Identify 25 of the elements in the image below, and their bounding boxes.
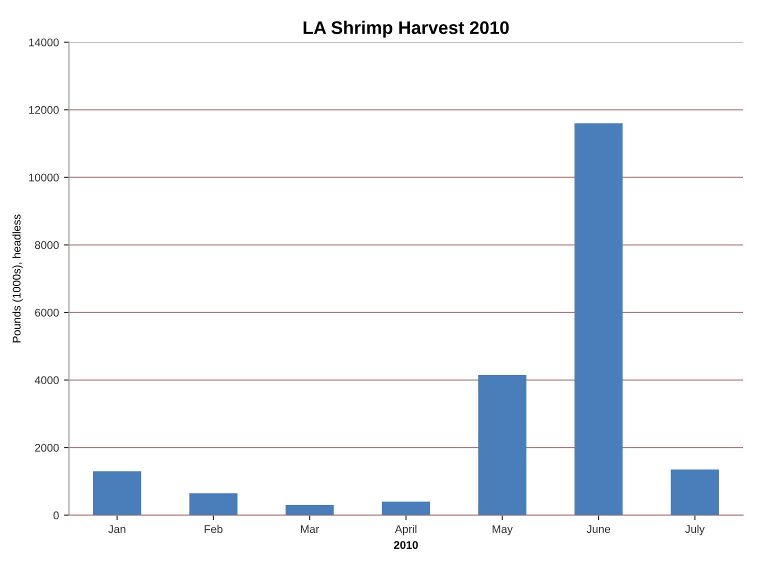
x-axis-title: 2010 [394,541,418,549]
bar [93,471,142,516]
y-tick-label: 12000 [29,106,59,114]
x-tick-label: Mar [301,525,320,534]
y-tick-label: 14000 [29,38,59,46]
y-tick-label: 10000 [29,174,59,182]
bar [670,470,719,516]
x-tick-label: Jan [108,525,126,534]
y-axis-title: Pounds (1000s), headless [12,214,23,342]
y-tick-label: 0 [53,511,59,520]
y-tick-label: 2000 [35,444,59,452]
y-tick-label: 6000 [35,308,59,317]
bar [574,123,623,516]
y-tick-label: 4000 [34,376,59,384]
y-tick-label: 8000 [34,241,59,250]
bar [189,493,238,516]
bar [382,502,430,516]
x-tick-label: May [492,525,513,536]
x-tick-label: June [586,525,610,534]
bar [286,505,334,516]
x-tick-label: July [685,524,705,536]
x-tick-label: April [394,524,416,536]
x-tick-label: Feb [204,524,222,534]
chart-title: LA Shrimp Harvest 2010 [304,20,509,38]
bar [478,374,526,516]
